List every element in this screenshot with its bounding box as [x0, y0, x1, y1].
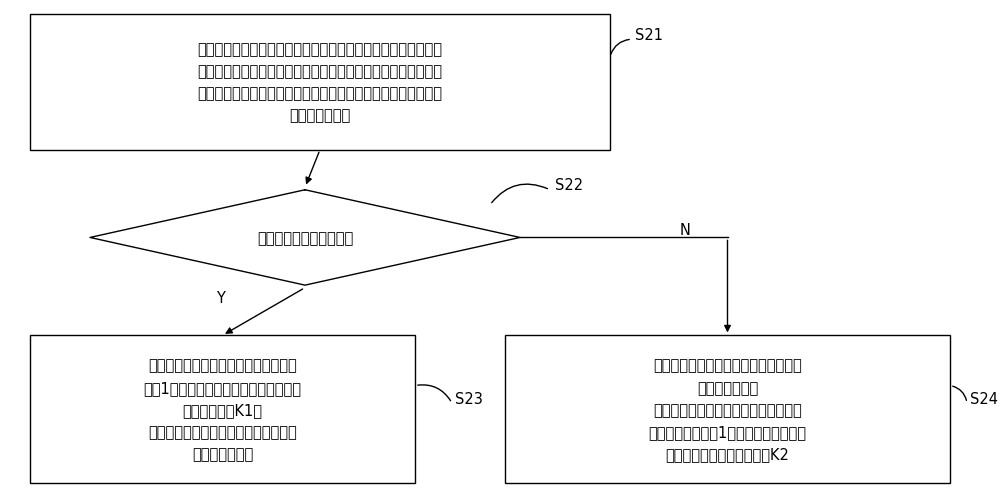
- FancyArrowPatch shape: [953, 386, 966, 401]
- Bar: [30, 15, 610, 150]
- Text: S24: S24: [970, 391, 998, 406]
- Text: S21: S21: [635, 28, 663, 43]
- FancyArrowPatch shape: [611, 41, 629, 55]
- Bar: [30, 336, 415, 483]
- FancyArrowPatch shape: [492, 185, 547, 203]
- Text: S22: S22: [555, 178, 583, 193]
- Text: 对于第一方向，将越过停止线的机动车
从列表中清除；
对于第二方向，将已有机动车的遇红灯
的停车等待次数加1，并获取第二方向上
遇红灯的最高停车等待次数K2: 对于第一方向，将越过停止线的机动车 从列表中清除； 对于第二方向，将已有机动车的…: [648, 358, 806, 461]
- Text: 建立行驶状态表，记录每一台机动车的行驶状态，所述行驶状态
包括每一台机动车在越过停止线之前遇红灯的停车等待次数；其
中某一机动车首次写入所述行驶状态表时，遇红灯: 建立行驶状态表，记录每一台机动车的行驶状态，所述行驶状态 包括每一台机动车在越过…: [197, 42, 442, 123]
- Bar: [505, 336, 950, 483]
- FancyArrowPatch shape: [418, 385, 451, 401]
- Text: 对于第一方向，将已有机动车的停车次
数加1，并获取第一方向上遇红灯的最高
停车等待次数K1；
对于第二方向，将越过停止线的机动车
从列表中清除；: 对于第一方向，将已有机动车的停车次 数加1，并获取第一方向上遇红灯的最高 停车等…: [144, 358, 302, 461]
- Text: Y: Y: [216, 291, 224, 306]
- Text: N: N: [680, 223, 690, 238]
- Text: 第一方向是否为红灯状态: 第一方向是否为红灯状态: [257, 230, 353, 245]
- Text: S23: S23: [455, 391, 483, 406]
